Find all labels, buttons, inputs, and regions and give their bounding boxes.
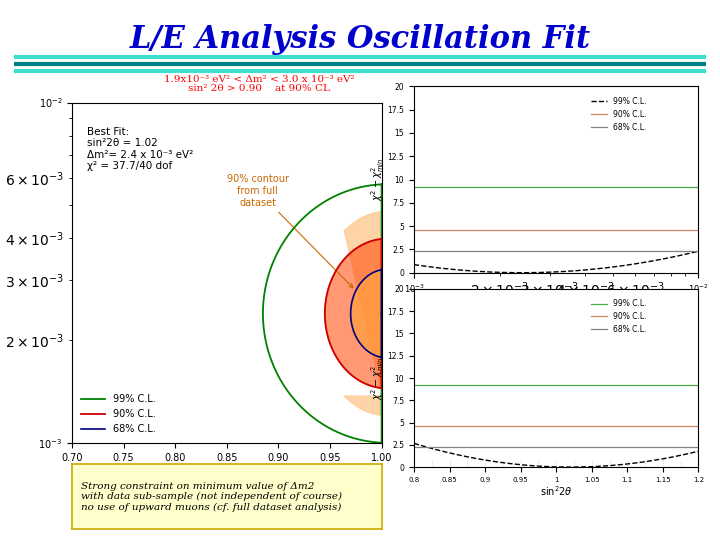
Legend: 99% C.L., 90% C.L., 68% C.L.: 99% C.L., 90% C.L., 68% C.L. [588, 296, 649, 337]
Polygon shape [325, 239, 382, 388]
Text: 1.9x10⁻³ eV² < Δm² < 3.0 x 10⁻³ eV²: 1.9x10⁻³ eV² < Δm² < 3.0 x 10⁻³ eV² [164, 75, 354, 84]
Text: L/E Analysis Oscillation Fit: L/E Analysis Oscillation Fit [130, 24, 590, 55]
Y-axis label: $\Delta$m$^2$ (eV$^2$): $\Delta$m$^2$ (eV$^2$) [0, 241, 3, 305]
Text: sin² 2θ > 0.90    at 90% CL: sin² 2θ > 0.90 at 90% CL [188, 84, 330, 93]
Legend: 99% C.L., 90% C.L., 68% C.L.: 99% C.L., 90% C.L., 68% C.L. [588, 94, 649, 134]
X-axis label: sin$^2$2$\theta$: sin$^2$2$\theta$ [206, 465, 248, 482]
Text: Best Fit:
sin²2θ = 1.02
Δm²= 2.4 x 10⁻³ eV²
χ² = 37.7/40 dof: Best Fit: sin²2θ = 1.02 Δm²= 2.4 x 10⁻³ … [88, 126, 194, 171]
Polygon shape [351, 269, 382, 357]
Legend: 99% C.L., 90% C.L., 68% C.L.: 99% C.L., 90% C.L., 68% C.L. [77, 390, 159, 438]
Polygon shape [344, 212, 382, 416]
X-axis label: sin$^2$2$\theta$: sin$^2$2$\theta$ [540, 484, 572, 498]
Y-axis label: $\chi^2 - \chi^2_{min}$: $\chi^2 - \chi^2_{min}$ [369, 356, 386, 400]
Text: 90% contour
from full
dataset: 90% contour from full dataset [227, 174, 353, 288]
Text: Strong constraint on minimum value of Δm2
with data sub-sample (not independent : Strong constraint on minimum value of Δm… [81, 482, 342, 512]
Y-axis label: $\chi^2 - \chi^2_{min}$: $\chi^2 - \chi^2_{min}$ [369, 158, 386, 201]
X-axis label: $\Delta$m$^2$ (eV$^2$): $\Delta$m$^2$ (eV$^2$) [531, 300, 581, 315]
